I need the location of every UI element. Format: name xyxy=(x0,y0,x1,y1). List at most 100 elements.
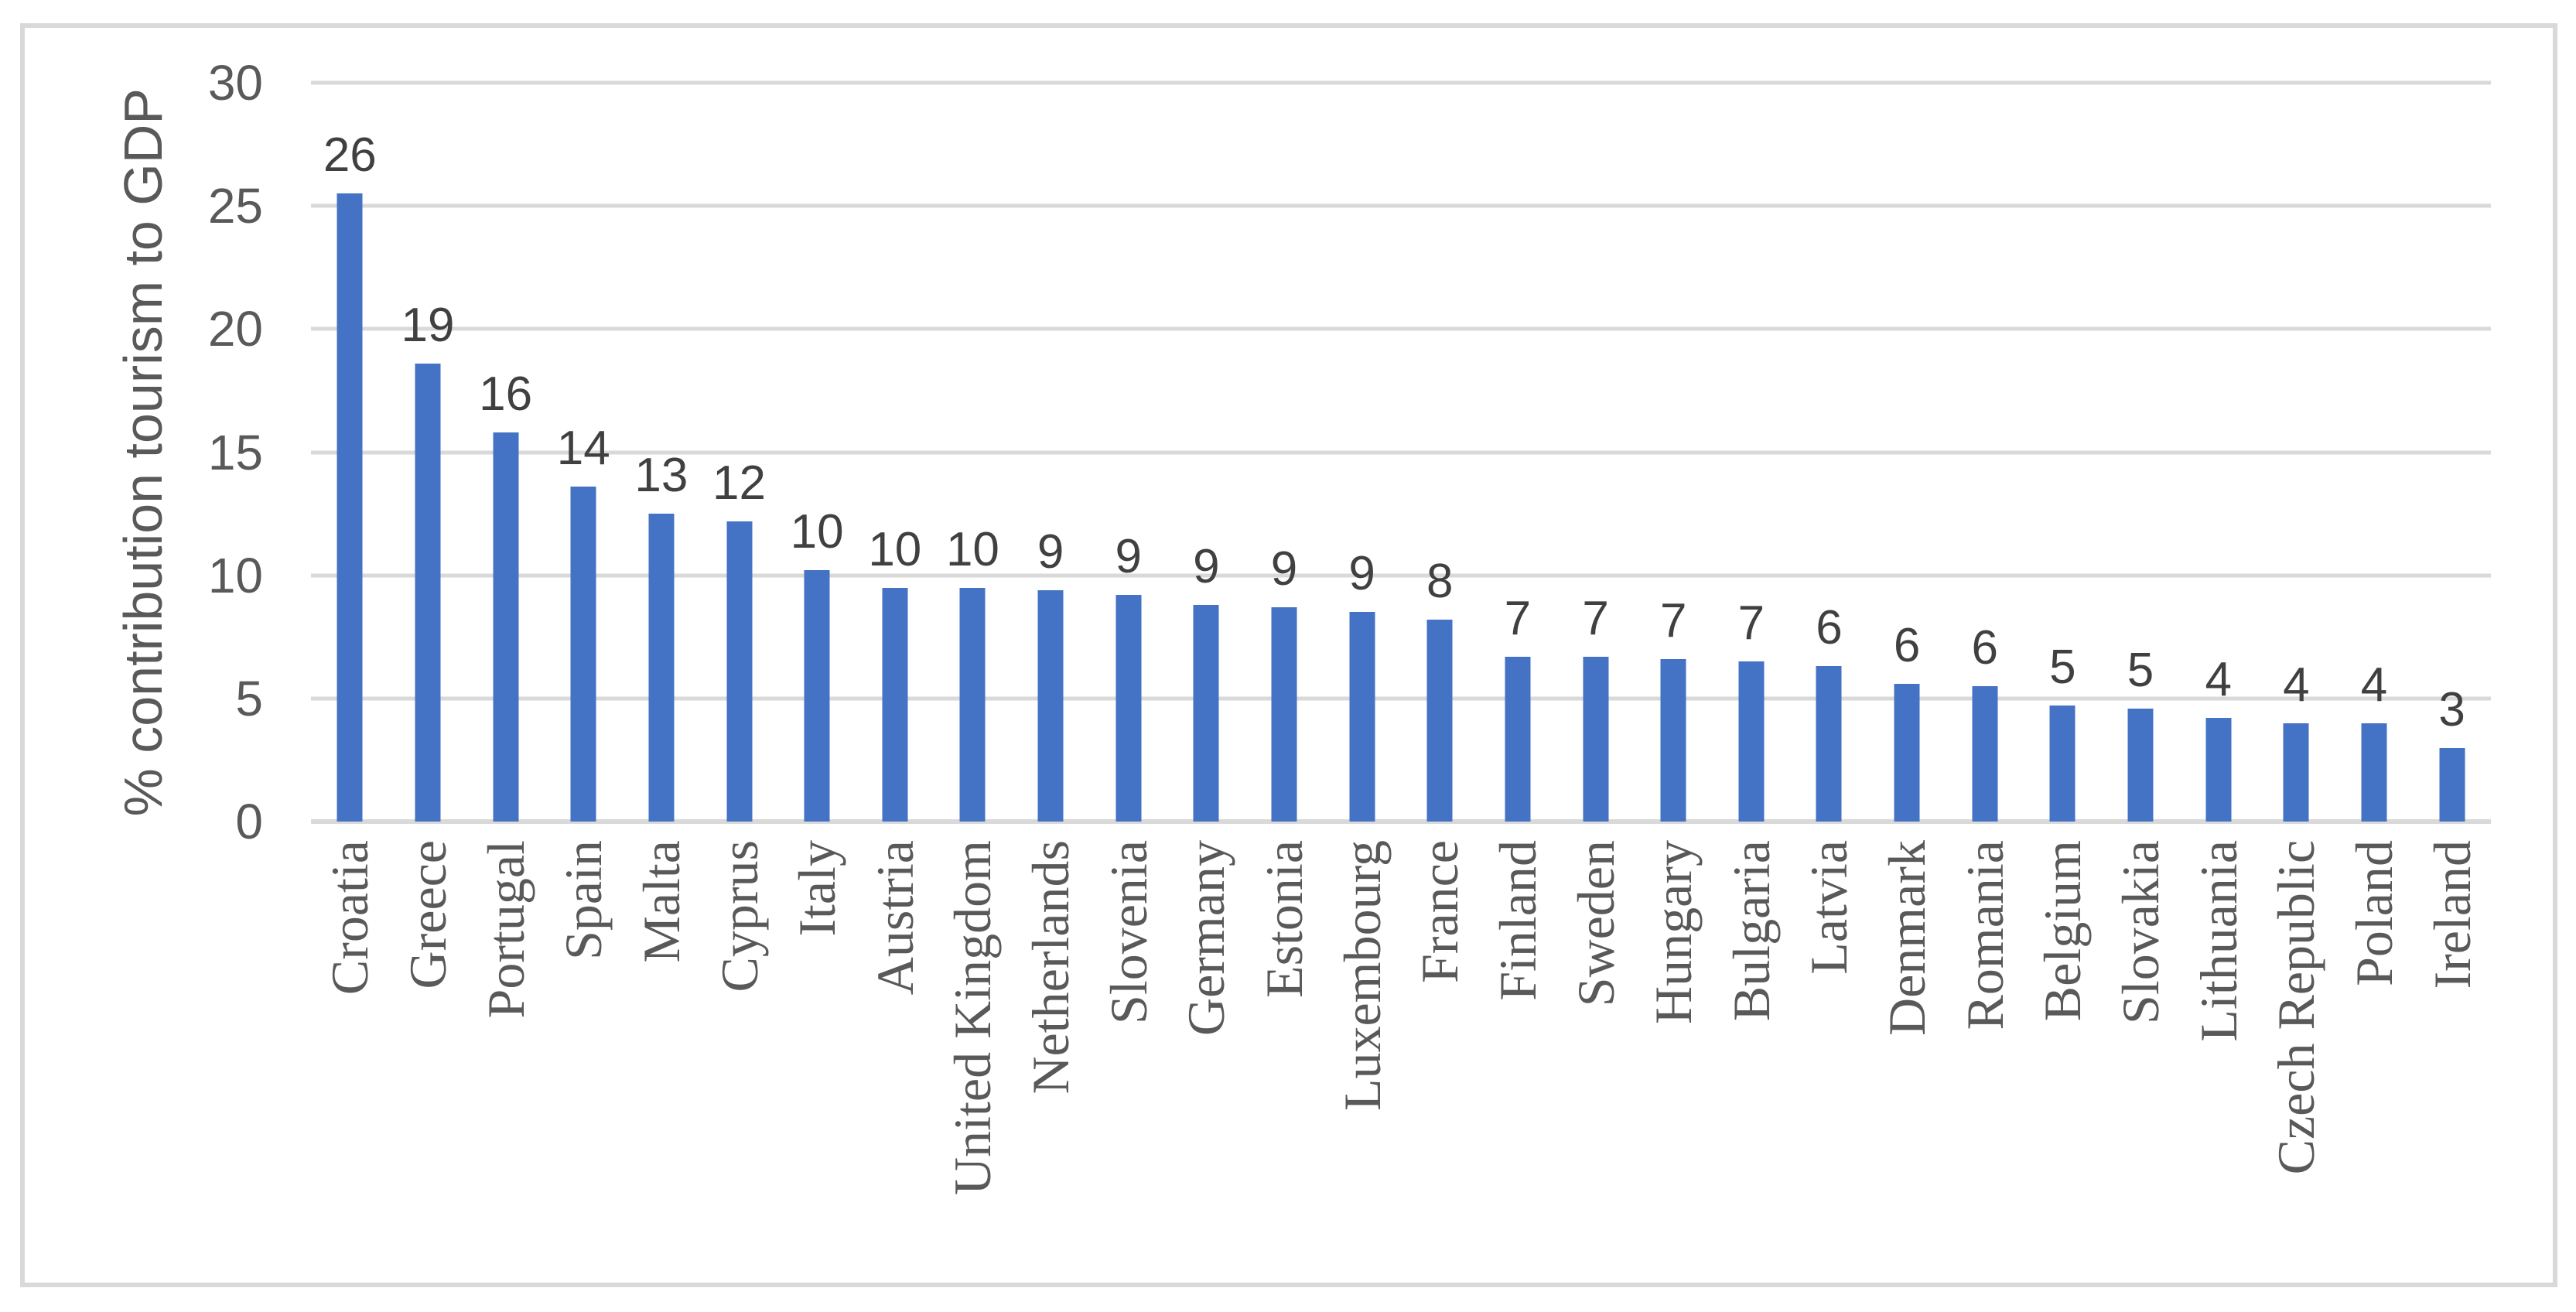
bar xyxy=(1894,683,1920,822)
bar-slot: 8 xyxy=(1401,83,1479,822)
bar xyxy=(1193,604,1219,822)
bar-slot: 5 xyxy=(2102,83,2180,822)
bar-slot: 7 xyxy=(1713,83,1791,822)
bar-slot: 19 xyxy=(389,83,467,822)
x-category-label: Romania xyxy=(1955,840,2014,1030)
bar-slot: 4 xyxy=(2179,83,2257,822)
bar xyxy=(1349,612,1375,822)
bar xyxy=(804,570,830,822)
bar-slot: 4 xyxy=(2335,83,2414,822)
bar xyxy=(1271,607,1297,822)
x-label-cell: Estonia xyxy=(1245,840,1324,1285)
bar-series: 26 19 16 14 13 12 10 10 10 9 9 9 9 9 8 7 7 7 7 6 6 6 5 5 4 4 4 3 xyxy=(311,83,2491,822)
bar xyxy=(2361,723,2387,822)
data-label: 6 xyxy=(1971,620,1999,675)
x-category-label: France xyxy=(1410,840,1470,984)
data-label: 7 xyxy=(1582,591,1609,645)
bar-slot: 26 xyxy=(311,83,389,822)
x-label-cell: Spain xyxy=(545,840,623,1285)
x-label-cell: Hungary xyxy=(1635,840,1713,1285)
bar-slot: 12 xyxy=(700,83,778,822)
data-label: 9 xyxy=(1037,524,1064,579)
x-label-cell: Czech Republic xyxy=(2257,840,2335,1285)
y-tick-label: 25 xyxy=(207,178,263,234)
x-category-label: Estonia xyxy=(1255,840,1314,998)
data-label: 10 xyxy=(868,522,922,576)
bar xyxy=(2283,723,2309,822)
plot-area: 26 19 16 14 13 12 10 10 10 9 9 9 9 9 8 7 7 7 7 6 6 6 5 5 4 4 4 3 xyxy=(311,80,2491,824)
y-tick-label: 10 xyxy=(207,547,263,603)
data-label: 16 xyxy=(479,367,533,422)
data-label: 5 xyxy=(2127,643,2154,697)
x-label-cell: Malta xyxy=(623,840,701,1285)
data-label: 19 xyxy=(401,298,455,352)
data-label: 7 xyxy=(1737,596,1765,651)
bar-slot: 7 xyxy=(1635,83,1713,822)
bar-slot: 5 xyxy=(2024,83,2102,822)
data-label: 26 xyxy=(323,128,377,183)
data-label: 9 xyxy=(1348,547,1375,601)
x-category-label: Italy xyxy=(787,840,847,937)
x-label-cell: Romania xyxy=(1946,840,2024,1285)
x-category-label: Slovakia xyxy=(2111,840,2171,1024)
x-label-cell: Luxembourg xyxy=(1323,840,1401,1285)
data-label: 4 xyxy=(2360,658,2388,712)
x-category-label: Ireland xyxy=(2422,840,2482,989)
data-label: 12 xyxy=(712,456,766,510)
gridline xyxy=(311,696,2491,701)
gridline xyxy=(311,573,2491,578)
x-category-label: Finland xyxy=(1488,840,1547,1001)
bar-slot: 10 xyxy=(934,83,1012,822)
y-tick-label: 5 xyxy=(235,670,263,726)
data-label: 3 xyxy=(2438,682,2465,736)
x-label-cell: Poland xyxy=(2335,840,2414,1285)
x-category-label: Sweden xyxy=(1566,840,1625,1007)
x-axis-category-labels: Croatia Greece Portugal Spain Malta Cyprus Ita… xyxy=(311,840,2491,1285)
bar xyxy=(1426,619,1453,822)
data-label: 10 xyxy=(945,522,999,576)
x-label-cell: Austria xyxy=(856,840,934,1285)
bar xyxy=(1660,658,1686,822)
bar xyxy=(2439,747,2465,822)
x-label-cell: Croatia xyxy=(311,840,389,1285)
bar-slot: 3 xyxy=(2413,83,2491,822)
data-label: 10 xyxy=(790,505,844,559)
x-category-label: Spain xyxy=(554,840,613,960)
data-label: 6 xyxy=(1893,618,1921,672)
x-label-cell: Portugal xyxy=(466,840,545,1285)
bar xyxy=(1115,595,1142,822)
bar-slot: 7 xyxy=(1556,83,1635,822)
bar xyxy=(415,363,441,822)
x-label-cell: Germany xyxy=(1167,840,1245,1285)
bar xyxy=(570,487,596,822)
x-label-cell: Greece xyxy=(389,840,467,1285)
y-tick-label: 15 xyxy=(207,424,263,480)
x-category-label: Greece xyxy=(398,840,457,989)
x-label-cell: Ireland xyxy=(2413,840,2491,1285)
x-category-label: Poland xyxy=(2344,840,2403,986)
bar xyxy=(1738,661,1765,822)
bar xyxy=(959,587,986,822)
x-category-label: Hungary xyxy=(1644,840,1703,1024)
data-label: 9 xyxy=(1115,530,1142,584)
x-label-cell: Latvia xyxy=(1790,840,1868,1285)
x-label-cell: Slovakia xyxy=(2102,840,2180,1285)
x-label-cell: United Kingdom xyxy=(934,840,1012,1285)
bar-slot: 10 xyxy=(778,83,856,822)
x-label-cell: Denmark xyxy=(1868,840,1946,1285)
bar xyxy=(1816,666,1842,822)
x-category-label: Slovenia xyxy=(1098,840,1158,1024)
y-tick-label: 20 xyxy=(207,301,263,357)
bar xyxy=(2127,708,2154,822)
data-label: 4 xyxy=(2205,653,2232,707)
bar-slot: 6 xyxy=(1790,83,1868,822)
bar xyxy=(2049,706,2075,822)
data-label: 9 xyxy=(1270,542,1298,596)
bar-slot: 4 xyxy=(2257,83,2335,822)
bar-slot: 7 xyxy=(1479,83,1557,822)
bar xyxy=(1037,589,1064,822)
data-label: 9 xyxy=(1193,539,1220,593)
x-category-label: Bulgaria xyxy=(1721,840,1781,1022)
bar xyxy=(1505,656,1531,822)
